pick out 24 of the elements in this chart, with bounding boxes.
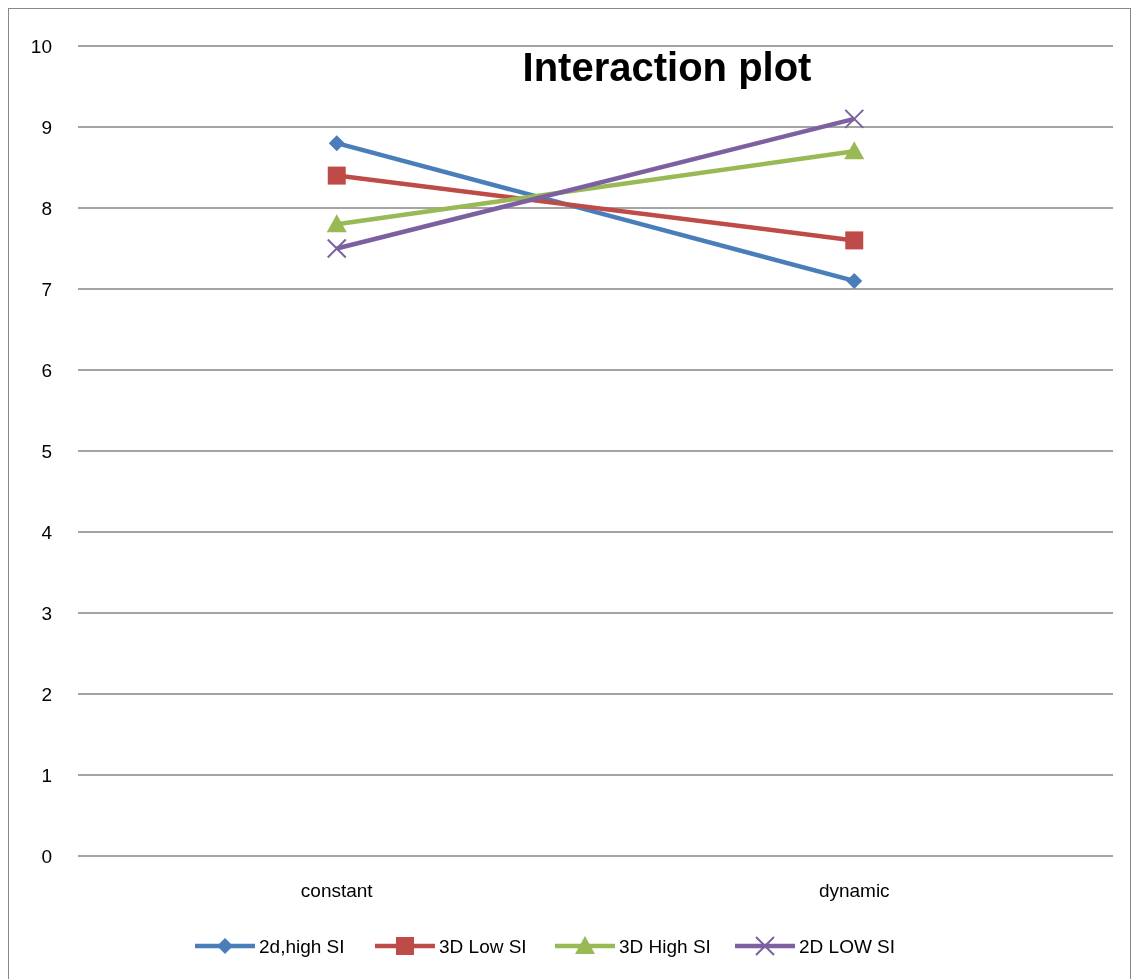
y-tick-label: 9 xyxy=(41,116,52,138)
point xyxy=(845,231,864,250)
point xyxy=(844,108,865,129)
point xyxy=(328,135,345,152)
y-tick-label: 1 xyxy=(41,764,52,786)
y-tick-label: 3 xyxy=(41,602,52,624)
y-tick-label: 10 xyxy=(30,35,52,57)
y-tick-label: 5 xyxy=(41,440,52,462)
legend-label: 3D Low SI xyxy=(439,935,527,957)
y-tick-label: 7 xyxy=(41,278,52,300)
legend-label: 2d,high SI xyxy=(259,935,345,957)
x-tick-label: dynamic xyxy=(818,880,890,901)
point xyxy=(327,166,346,185)
y-tick-label: 8 xyxy=(41,197,52,219)
point xyxy=(846,272,863,289)
point xyxy=(326,238,347,259)
legend-label: 2D LOW SI xyxy=(799,935,896,957)
y-tick-label: 0 xyxy=(41,845,52,867)
chart-title: Interaction plot xyxy=(522,45,812,89)
x-tick-label: constant xyxy=(300,880,374,901)
y-tick-label: 4 xyxy=(41,521,53,543)
y-tick-label: 2 xyxy=(41,683,52,705)
legend-label: 3D High SI xyxy=(619,935,711,957)
y-tick-label: 6 xyxy=(41,359,52,381)
